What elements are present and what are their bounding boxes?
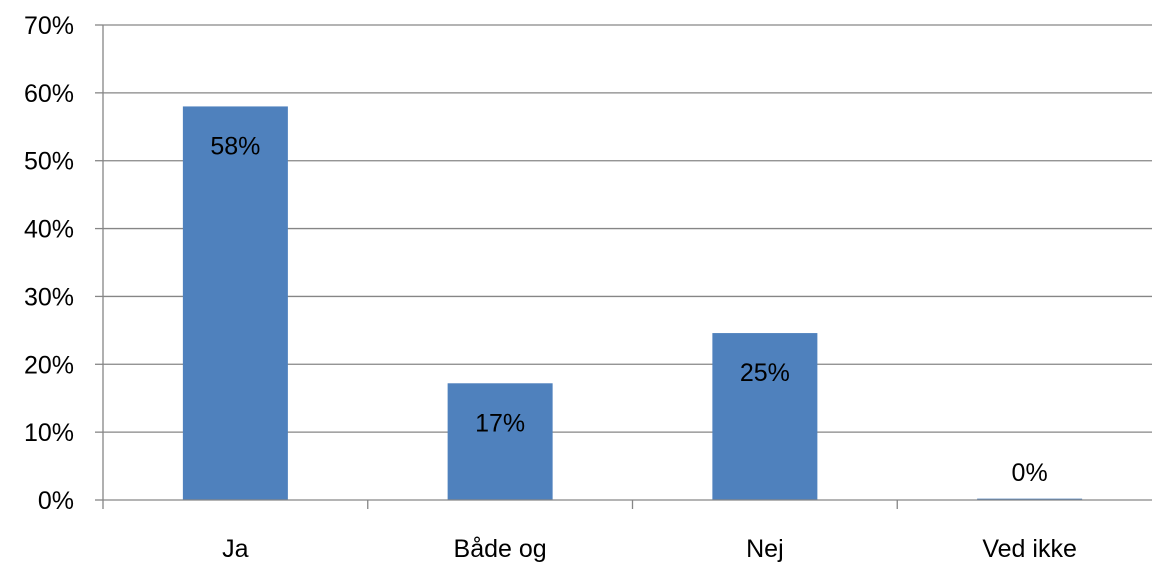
x-tick-label: Ja (222, 535, 249, 563)
data-label: 0% (1012, 459, 1048, 487)
bar (182, 106, 288, 500)
x-tick-label: Ved ikke (982, 535, 1077, 563)
bar (447, 383, 553, 500)
axes (95, 24, 1152, 509)
data-label: 25% (740, 359, 790, 387)
x-tick-label: Både og (454, 535, 547, 563)
y-tick-label: 60% (24, 80, 74, 108)
data-label: 58% (210, 132, 260, 160)
y-tick-label: 10% (24, 419, 74, 447)
y-tick-label: 20% (24, 351, 74, 379)
x-tick-label: Nej (746, 535, 784, 563)
y-tick-label: 40% (24, 216, 74, 244)
y-tick-label: 0% (38, 487, 74, 515)
data-label: 17% (475, 409, 525, 437)
y-tick-label: 70% (24, 12, 74, 40)
data-labels: 58% 17% 25% 0% (210, 132, 1047, 487)
bar (712, 333, 818, 500)
bar (977, 498, 1083, 500)
x-axis-tick-labels: Ja Både og Nej Ved ikke (222, 535, 1077, 563)
bars (182, 106, 1083, 500)
y-axis-tick-labels: 0% 10% 20% 30% 40% 50% 60% 70% (24, 12, 74, 515)
y-tick-label: 50% (24, 148, 74, 176)
y-tick-label: 30% (24, 283, 74, 311)
